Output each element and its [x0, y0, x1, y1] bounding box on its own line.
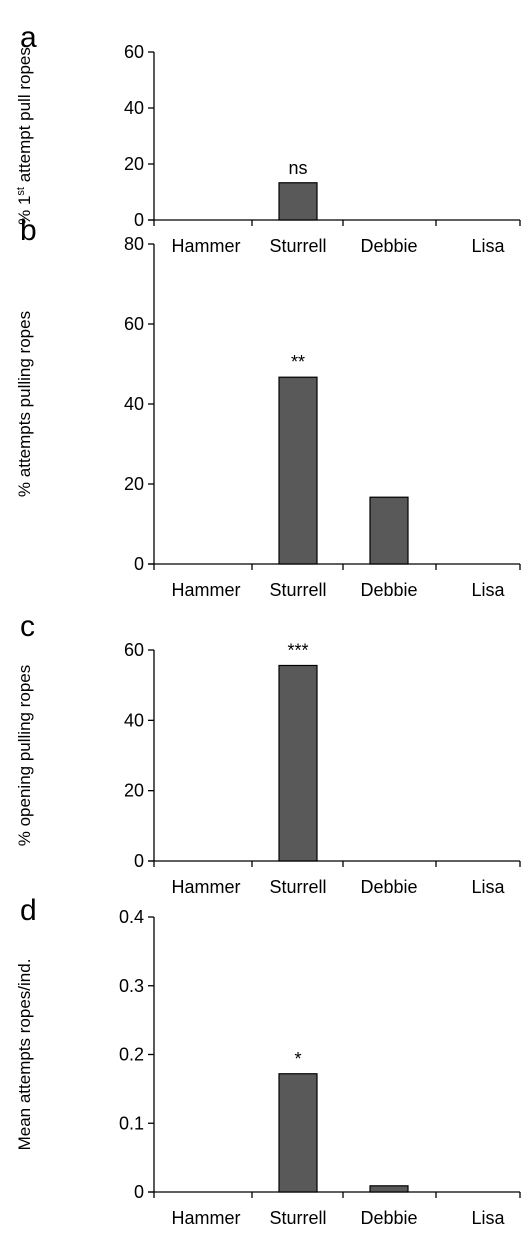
y-tick-label: 20 [124, 781, 144, 801]
y-tick-label: 40 [124, 710, 144, 730]
significance-label: ** [291, 352, 305, 372]
x-tick-label: Lisa [471, 1208, 505, 1228]
y-axis-label: Mean attempts ropes/ind. [15, 959, 34, 1151]
y-tick-label: 0.1 [119, 1113, 144, 1133]
bar [278, 182, 318, 221]
panel-letter: b [20, 214, 37, 247]
x-tick-label: Hammer [171, 236, 240, 256]
significance-label: * [294, 1049, 301, 1069]
y-tick-label: 20 [124, 474, 144, 494]
x-tick-label: Debbie [360, 580, 417, 600]
x-tick-label: Debbie [360, 1208, 417, 1228]
y-tick-label: 40 [124, 394, 144, 414]
y-axis-label: % 1st attempt pull ropes [15, 47, 34, 225]
significance-label: *** [287, 640, 308, 660]
y-axis-label: % opening pulling ropes [15, 665, 34, 846]
y-tick-label: 0.4 [119, 907, 144, 927]
bar [278, 664, 318, 862]
chart-panel-a: a 0 20 40 60 Hammer Sturrell Debbie Lisa ns % 1st … [15, 21, 521, 256]
x-tick-label: Hammer [171, 1208, 240, 1228]
y-tick-label: 0.3 [119, 976, 144, 996]
y-tick-label: 0 [134, 851, 144, 871]
chart-panel-d: d 0 0.1 0.2 0.3 0.4 Hammer Sturrell Debbie Lisa * M… [15, 894, 521, 1228]
significance-label: ns [288, 158, 307, 178]
x-tick-label: Debbie [360, 236, 417, 256]
bar [278, 1073, 318, 1193]
chart-panel-c: c 0 20 40 60 Hammer Sturrell Debbie Lisa *** % ope… [15, 610, 521, 897]
y-tick-label: 60 [124, 314, 144, 334]
y-tick-label: 20 [124, 154, 144, 174]
x-tick-label: Sturrell [269, 877, 326, 897]
x-tick-label: Sturrell [269, 1208, 326, 1228]
y-axis-label: % attempts pulling ropes [15, 311, 34, 497]
y-tick-label: 0.2 [119, 1045, 144, 1065]
panel-letter: a [20, 21, 37, 54]
x-tick-label: Lisa [471, 236, 505, 256]
y-tick-label: 80 [124, 234, 144, 254]
x-tick-label: Hammer [171, 877, 240, 897]
x-tick-label: Lisa [471, 877, 505, 897]
chart-panel-b: b 0 20 40 60 80 Hammer Sturrell Debbie Lisa ** % at… [15, 214, 521, 600]
y-tick-label: 0 [134, 210, 144, 230]
y-tick-label: 60 [124, 640, 144, 660]
panel-letter: c [20, 610, 35, 643]
y-tick-label: 0 [134, 554, 144, 574]
panel-letter: d [20, 894, 37, 927]
bar [278, 376, 318, 565]
x-tick-label: Hammer [171, 580, 240, 600]
x-tick-label: Sturrell [269, 580, 326, 600]
bar [369, 496, 409, 565]
x-tick-label: Lisa [471, 580, 505, 600]
y-tick-label: 0 [134, 1182, 144, 1202]
bar [369, 1185, 409, 1193]
y-tick-label: 40 [124, 98, 144, 118]
x-tick-label: Debbie [360, 877, 417, 897]
x-tick-label: Sturrell [269, 236, 326, 256]
y-tick-label: 60 [124, 42, 144, 62]
